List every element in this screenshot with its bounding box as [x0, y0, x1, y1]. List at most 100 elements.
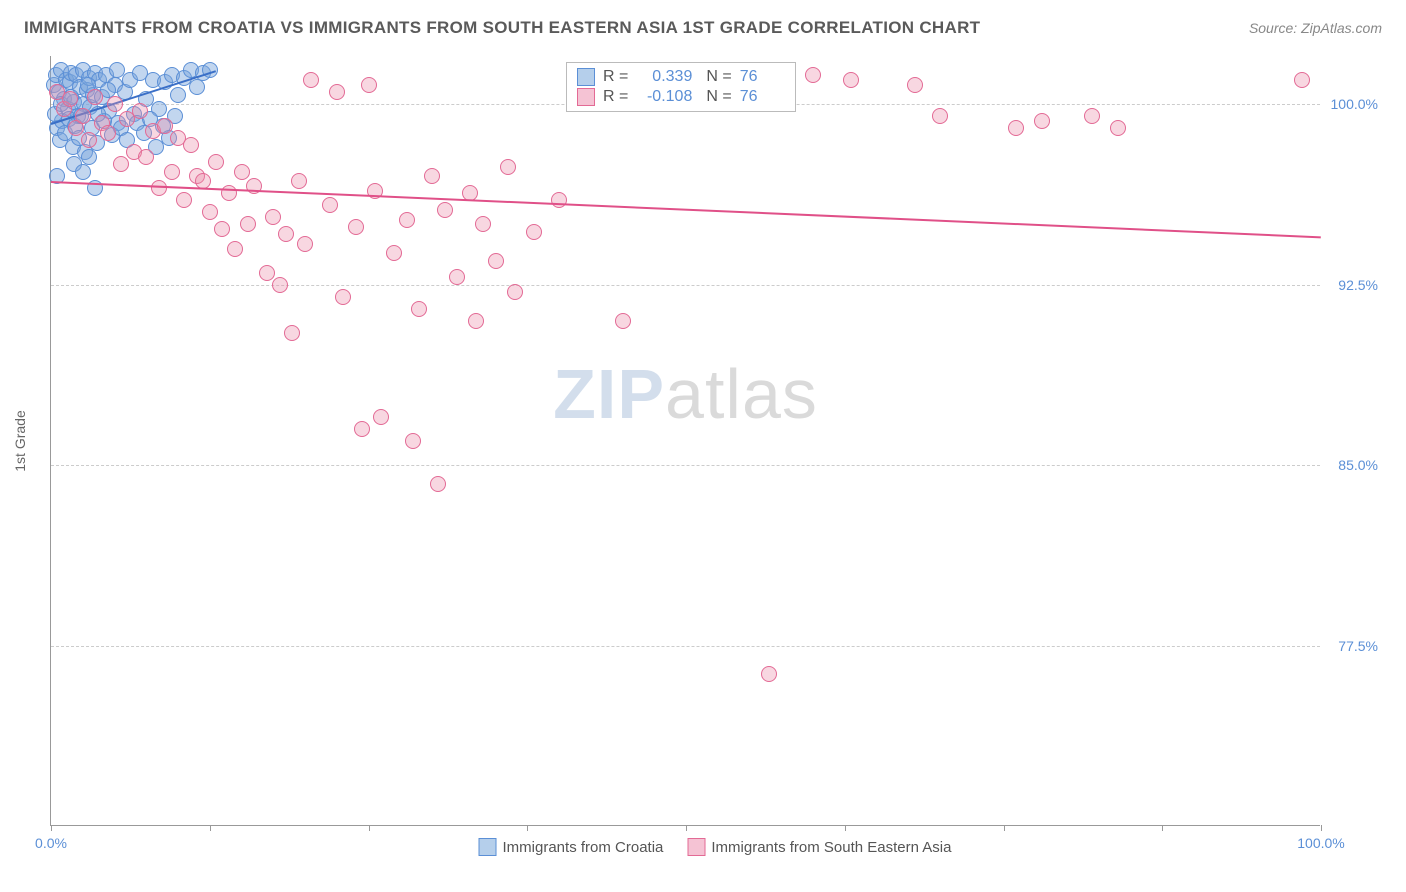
plot-area: ZIPatlas 77.5%85.0%92.5%100.0%0.0%100.0%…: [50, 56, 1320, 826]
x-tick: [527, 825, 528, 831]
n-value: 76: [740, 68, 758, 86]
data-point: [843, 72, 859, 88]
x-tick: [369, 825, 370, 831]
data-point: [354, 421, 370, 437]
data-point: [335, 289, 351, 305]
chart-header: IMMIGRANTS FROM CROATIA VS IMMIGRANTS FR…: [0, 0, 1406, 46]
data-point: [208, 154, 224, 170]
data-point: [176, 192, 192, 208]
y-tick-label: 85.0%: [1338, 457, 1378, 473]
data-point: [170, 87, 186, 103]
data-point: [75, 108, 91, 124]
y-tick-label: 92.5%: [1338, 277, 1378, 293]
chart-area: 1st Grade ZIPatlas 77.5%85.0%92.5%100.0%…: [50, 56, 1380, 826]
data-point: [113, 156, 129, 172]
data-point: [424, 168, 440, 184]
data-point: [227, 241, 243, 257]
data-point: [488, 253, 504, 269]
data-point: [475, 216, 491, 232]
n-label: N =: [706, 88, 731, 106]
x-tick: [1321, 825, 1322, 831]
data-point: [132, 103, 148, 119]
data-point: [405, 433, 421, 449]
r-label: R =: [603, 68, 628, 86]
legend-item: Immigrants from Croatia: [479, 838, 664, 856]
legend: Immigrants from Croatia Immigrants from S…: [479, 838, 952, 856]
data-point: [87, 89, 103, 105]
data-point: [373, 409, 389, 425]
y-axis-label: 1st Grade: [12, 410, 28, 471]
data-point: [615, 313, 631, 329]
data-point: [322, 197, 338, 213]
correlation-row: R = 0.339 N = 76: [577, 67, 785, 87]
n-label: N =: [706, 68, 731, 86]
data-point: [183, 137, 199, 153]
data-point: [1084, 108, 1100, 124]
watermark-zip: ZIP: [553, 355, 665, 433]
y-tick-label: 77.5%: [1338, 638, 1378, 654]
r-label: R =: [603, 88, 628, 106]
x-tick: [51, 825, 52, 831]
gridline: [51, 646, 1320, 647]
data-point: [138, 149, 154, 165]
data-point: [100, 125, 116, 141]
data-point: [265, 209, 281, 225]
data-point: [157, 118, 173, 134]
x-tick-label: 100.0%: [1297, 835, 1344, 851]
data-point: [1294, 72, 1310, 88]
gridline: [51, 285, 1320, 286]
data-point: [399, 212, 415, 228]
data-point: [329, 84, 345, 100]
series-swatch: [577, 88, 595, 106]
correlation-box: R = 0.339 N = 76 R = -0.108 N = 76: [566, 62, 796, 112]
data-point: [240, 216, 256, 232]
chart-title: IMMIGRANTS FROM CROATIA VS IMMIGRANTS FR…: [24, 18, 980, 38]
x-tick: [1004, 825, 1005, 831]
data-point: [303, 72, 319, 88]
chart-source: Source: ZipAtlas.com: [1249, 20, 1382, 36]
r-value: 0.339: [636, 68, 692, 86]
legend-label: Immigrants from Croatia: [503, 839, 664, 856]
data-point: [164, 164, 180, 180]
data-point: [386, 245, 402, 261]
data-point: [284, 325, 300, 341]
legend-item: Immigrants from South Eastern Asia: [687, 838, 951, 856]
data-point: [761, 666, 777, 682]
legend-swatch: [687, 838, 705, 856]
data-point: [411, 301, 427, 317]
n-value: 76: [740, 88, 758, 106]
data-point: [189, 79, 205, 95]
x-tick: [210, 825, 211, 831]
data-point: [1110, 120, 1126, 136]
data-point: [214, 221, 230, 237]
data-point: [291, 173, 307, 189]
x-tick: [686, 825, 687, 831]
data-point: [81, 149, 97, 165]
x-tick-label: 0.0%: [35, 835, 67, 851]
data-point: [278, 226, 294, 242]
data-point: [1034, 113, 1050, 129]
data-point: [449, 269, 465, 285]
data-point: [437, 202, 453, 218]
data-point: [234, 164, 250, 180]
data-point: [500, 159, 516, 175]
x-tick: [845, 825, 846, 831]
data-point: [202, 204, 218, 220]
data-point: [259, 265, 275, 281]
x-tick: [1162, 825, 1163, 831]
data-point: [107, 96, 123, 112]
data-point: [907, 77, 923, 93]
gridline: [51, 465, 1320, 466]
correlation-row: R = -0.108 N = 76: [577, 87, 785, 107]
legend-swatch: [479, 838, 497, 856]
data-point: [507, 284, 523, 300]
data-point: [81, 132, 97, 148]
data-point: [272, 277, 288, 293]
data-point: [805, 67, 821, 83]
data-point: [551, 192, 567, 208]
watermark-atlas: atlas: [665, 355, 818, 433]
data-point: [468, 313, 484, 329]
data-point: [348, 219, 364, 235]
data-point: [297, 236, 313, 252]
r-value: -0.108: [636, 88, 692, 106]
